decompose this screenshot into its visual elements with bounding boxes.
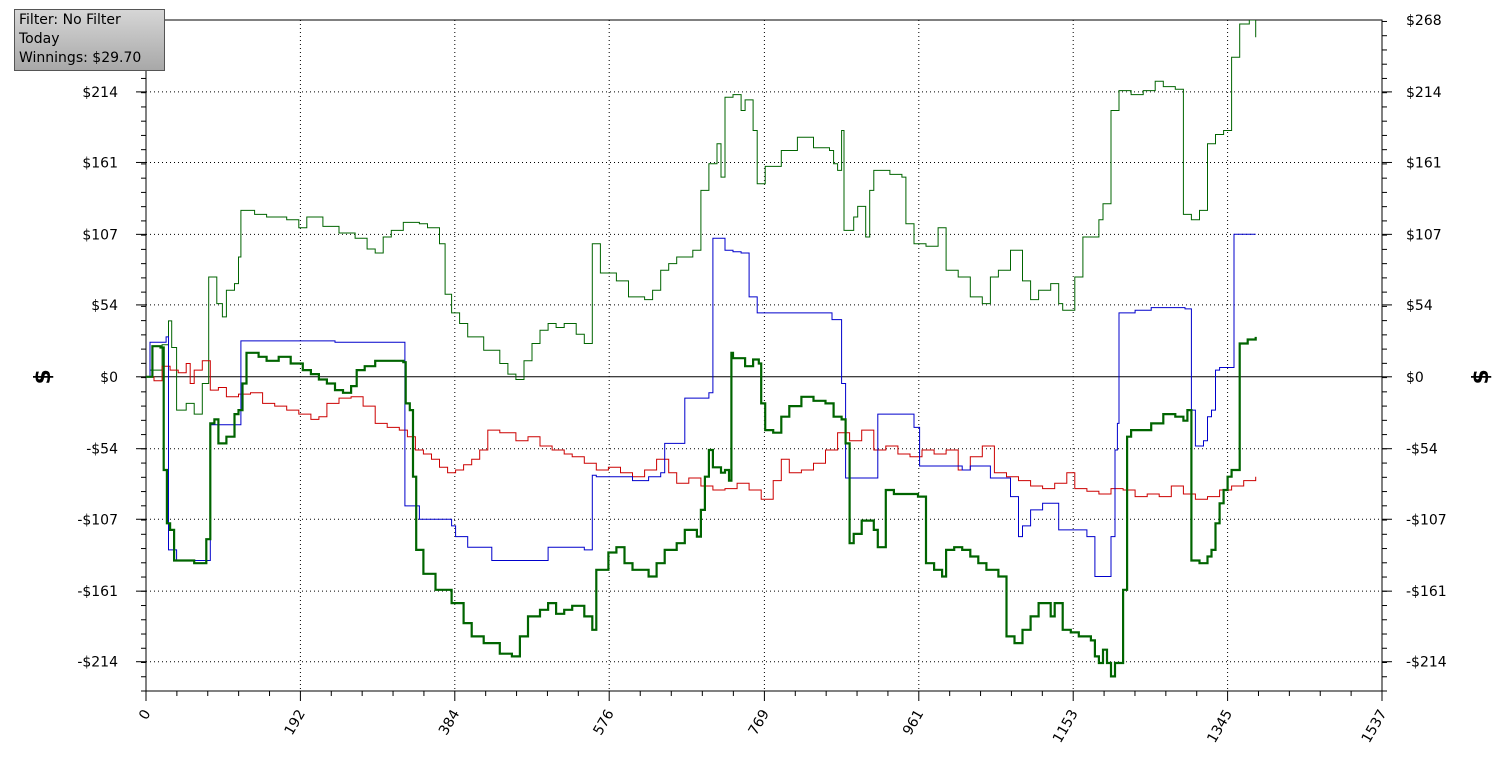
x-tick-label: 769 bbox=[746, 707, 773, 738]
x-tick-label: 192 bbox=[282, 707, 309, 738]
y-tick-label-right: -$107 bbox=[1406, 512, 1447, 528]
winnings-label: Winnings: $29.70 bbox=[19, 50, 142, 66]
x-tick-label: 1345 bbox=[1204, 707, 1236, 746]
y-tick-label-left: $161 bbox=[82, 155, 118, 171]
x-tick-label: 0 bbox=[136, 707, 154, 723]
plot-area bbox=[145, 19, 1383, 692]
y-tick-label-left: $214 bbox=[82, 85, 118, 101]
y-tick-label-right: $107 bbox=[1406, 227, 1442, 243]
filter-info-box: Filter: No Filter Today Winnings: $29.70 bbox=[14, 9, 165, 71]
x-tick-label: 1153 bbox=[1050, 707, 1082, 746]
y-tick-label-right-top: $268 bbox=[1406, 13, 1442, 29]
y-tick-label-right: -$54 bbox=[1406, 442, 1438, 458]
y-axis-title-right: $ bbox=[1469, 369, 1494, 384]
x-tick-label: 961 bbox=[900, 707, 927, 738]
y-tick-label-right: $161 bbox=[1406, 155, 1442, 171]
x-tick-label: 576 bbox=[590, 707, 617, 738]
y-axis-title-left: $ bbox=[31, 369, 56, 384]
period-label: Today bbox=[19, 31, 60, 47]
y-tick-label-left: -$161 bbox=[77, 584, 118, 600]
y-tick-label-right: $0 bbox=[1406, 370, 1424, 386]
y-tick-label-left: $107 bbox=[82, 227, 118, 243]
y-tick-label-right: $54 bbox=[1406, 298, 1433, 314]
series-line-2 bbox=[146, 360, 1257, 500]
x-tick-label: 384 bbox=[436, 707, 463, 738]
series-line-4 bbox=[146, 336, 1257, 678]
series-group bbox=[146, 20, 1257, 678]
y-tick-label-right: -$214 bbox=[1406, 655, 1447, 671]
x-tick-label: 1537 bbox=[1359, 707, 1391, 746]
series-line-1 bbox=[146, 20, 1257, 415]
y-tick-label-left: -$214 bbox=[77, 655, 118, 671]
series-line-3 bbox=[146, 233, 1256, 577]
filter-label: Filter: No Filter bbox=[19, 12, 121, 28]
y-tick-label-left: -$54 bbox=[86, 442, 118, 458]
y-tick-label-left: $54 bbox=[91, 298, 118, 314]
y-tick-label-left: -$107 bbox=[77, 512, 118, 528]
y-tick-label-right: $214 bbox=[1406, 85, 1442, 101]
y-tick-label-left: $0 bbox=[100, 370, 118, 386]
y-tick-label-right: -$161 bbox=[1406, 584, 1447, 600]
